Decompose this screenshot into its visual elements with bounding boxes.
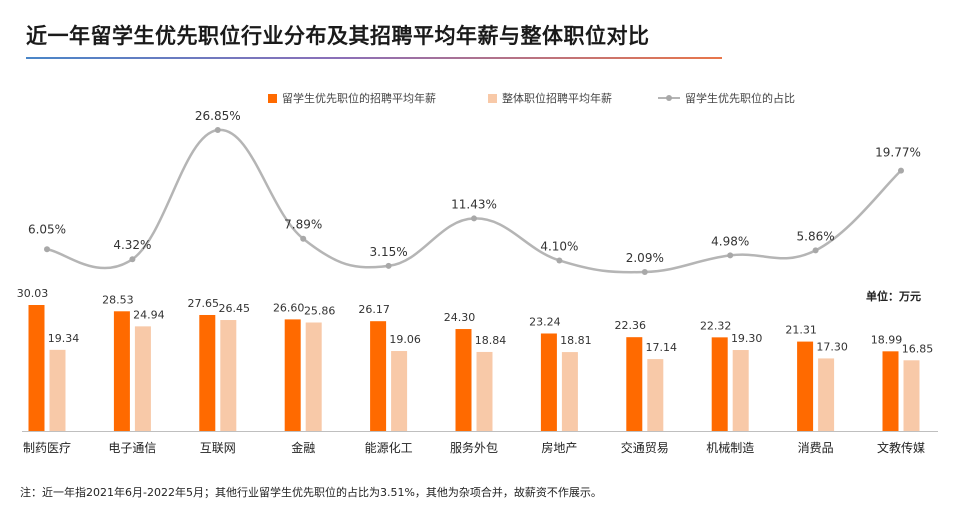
bar-secondary-label-8: 19.30 <box>731 332 763 345</box>
bar-primary-5 <box>455 329 472 431</box>
category-label-9: 消费品 <box>798 441 834 455</box>
legend-label-line: 留学生优先职位的占比 <box>685 92 795 105</box>
legend-item-secondary-bar: 整体职位招聘平均年薪 <box>488 90 612 106</box>
share-marker-10 <box>898 167 904 174</box>
share-label-10: 19.77% <box>875 146 921 160</box>
category-label-5: 服务外包 <box>450 440 498 455</box>
share-label-6: 4.10% <box>540 239 578 253</box>
bar-primary-9 <box>797 341 814 431</box>
bar-primary-label-4: 26.17 <box>358 303 390 316</box>
bar-primary-1 <box>113 311 130 431</box>
bar-primary-7 <box>626 337 643 431</box>
share-marker-3 <box>300 235 307 242</box>
bar-primary-label-10: 18.99 <box>871 333 903 346</box>
bar-secondary-label-10: 16.85 <box>902 342 934 355</box>
share-marker-0 <box>44 246 50 253</box>
bar-secondary-label-4: 19.06 <box>389 333 421 346</box>
share-label-4: 3.15% <box>370 245 408 259</box>
chart-legend: 留学生优先职位的招聘平均年薪 整体职位招聘平均年薪 留学生优先职位的占比 <box>0 90 954 106</box>
bar-secondary-label-7: 17.14 <box>646 341 678 354</box>
bar-secondary-10 <box>903 360 920 431</box>
bar-secondary-label-1: 24.94 <box>133 308 165 321</box>
bar-secondary-8 <box>732 350 749 431</box>
bar-secondary-6 <box>561 352 578 431</box>
legend-item-primary-bar: 留学生优先职位的招聘平均年薪 <box>268 90 436 106</box>
bar-primary-2 <box>199 314 216 431</box>
bar-primary-label-2: 27.65 <box>188 297 220 310</box>
category-label-10: 文教传媒 <box>877 440 925 455</box>
bar-secondary-label-6: 18.81 <box>560 334 592 347</box>
category-label-8: 机械制造 <box>706 440 754 455</box>
share-label-7: 2.09% <box>626 251 664 265</box>
legend-label-secondary: 整体职位招聘平均年薪 <box>502 92 612 105</box>
bar-primary-label-1: 28.53 <box>102 293 134 306</box>
share-marker-6 <box>556 257 563 264</box>
category-label-4: 能源化工 <box>365 441 413 455</box>
bar-secondary-2 <box>220 320 237 431</box>
bar-primary-label-6: 23.24 <box>529 315 561 328</box>
bar-secondary-9 <box>818 358 835 431</box>
share-marker-2 <box>214 127 221 133</box>
share-label-5: 11.43% <box>451 197 497 211</box>
share-label-3: 7.89% <box>284 218 322 232</box>
category-label-6: 房地产 <box>541 440 577 455</box>
bar-secondary-label-2: 26.45 <box>219 302 251 315</box>
bar-primary-label-3: 26.60 <box>273 301 305 314</box>
category-label-3: 金融 <box>291 440 315 455</box>
footnote: 注：近一年指2021年6月-2022年5月；其他行业留学生优先职位的占比为3.5… <box>20 486 602 499</box>
share-marker-9 <box>812 247 819 254</box>
legend-swatch-primary <box>268 93 277 103</box>
unit-label: 单位：万元 <box>866 290 921 303</box>
bar-secondary-label-3: 25.86 <box>304 304 336 317</box>
bar-primary-label-8: 22.32 <box>700 319 732 332</box>
category-label-2: 互联网 <box>200 441 236 455</box>
bar-primary-6 <box>540 333 557 431</box>
bar-secondary-5 <box>476 351 493 431</box>
category-label-1: 电子通信 <box>108 441 156 455</box>
share-marker-4 <box>385 262 392 269</box>
bar-secondary-4 <box>391 351 408 431</box>
share-label-1: 4.32% <box>113 238 151 252</box>
legend-label-primary: 留学生优先职位的招聘平均年薪 <box>282 92 436 105</box>
bar-primary-label-0: 30.03 <box>17 287 49 300</box>
share-line <box>46 128 902 274</box>
chart-title: 近一年留学生优先职位行业分布及其招聘平均年薪与整体职位对比 <box>26 24 650 48</box>
bar-primary-10 <box>882 351 899 431</box>
legend-swatch-line <box>658 95 680 101</box>
bar-secondary-label-9: 17.30 <box>816 340 848 353</box>
share-label-8: 4.98% <box>711 234 749 248</box>
share-label-2: 26.85% <box>195 109 241 123</box>
bar-secondary-0 <box>49 349 66 431</box>
bar-secondary-3 <box>305 322 322 431</box>
legend-item-line: 留学生优先职位的占比 <box>658 90 795 106</box>
bar-primary-3 <box>284 319 301 431</box>
share-label-0: 6.05% <box>28 222 66 236</box>
bar-secondary-7 <box>647 359 664 431</box>
bar-secondary-label-5: 18.84 <box>475 334 507 347</box>
bar-primary-label-7: 22.36 <box>615 319 647 332</box>
bar-primary-0 <box>28 305 45 431</box>
title-underline <box>26 57 722 59</box>
bar-secondary-label-0: 19.34 <box>48 332 80 345</box>
bar-primary-label-5: 24.30 <box>444 311 476 324</box>
share-marker-8 <box>727 252 734 259</box>
share-marker-1 <box>129 256 136 263</box>
share-marker-5 <box>471 215 477 222</box>
category-label-0: 制药医疗 <box>23 441 71 455</box>
bar-primary-label-9: 21.31 <box>785 324 817 337</box>
bar-primary-4 <box>370 321 387 431</box>
share-label-9: 5.86% <box>797 229 835 243</box>
legend-swatch-secondary <box>488 93 497 103</box>
category-label-7: 交通贸易 <box>621 440 669 455</box>
bar-primary-8 <box>711 337 728 431</box>
bar-secondary-1 <box>134 326 151 431</box>
share-marker-7 <box>641 269 648 275</box>
